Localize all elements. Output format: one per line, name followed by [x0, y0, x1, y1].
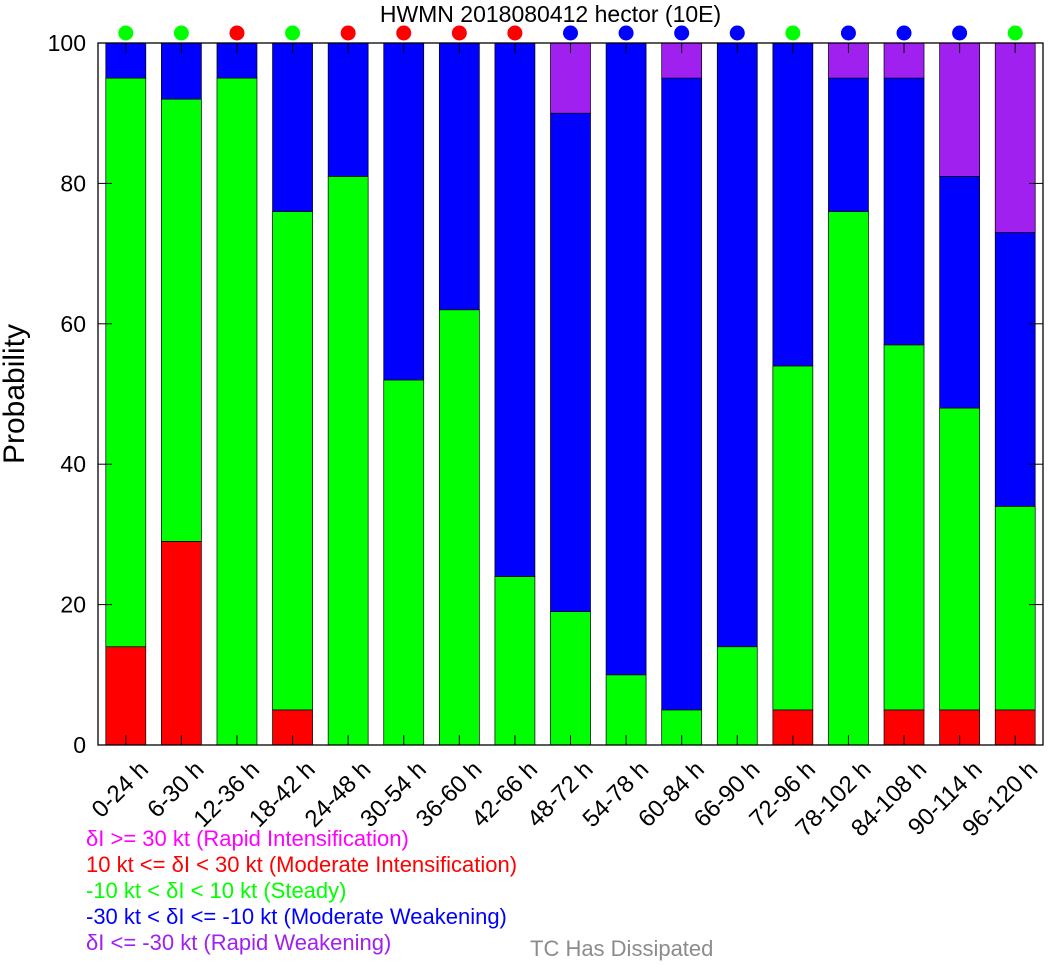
- bar-steady: [105, 77, 147, 648]
- bar-moderate-weakening: [661, 77, 703, 711]
- bar-moderate-weakening: [438, 42, 480, 311]
- top-marker-dot: [563, 25, 578, 41]
- y-tick-label: 100: [48, 30, 86, 56]
- bar-steady: [494, 576, 536, 746]
- bar-steady: [605, 674, 647, 746]
- legend-moderate-weakening: -30 kt < δI <= -10 kt (Moderate Weakenin…: [86, 904, 507, 929]
- y-tick-label: 80: [60, 170, 86, 196]
- bar-moderate-weakening: [828, 77, 869, 212]
- top-marker-dot: [340, 25, 356, 41]
- bar-moderate-weakening: [272, 42, 313, 212]
- bar-moderate-weakening: [939, 176, 980, 409]
- bar-steady: [828, 211, 869, 746]
- legend-dissipated: TC Has Dissipated: [530, 936, 714, 961]
- y-tick-label: 40: [60, 451, 86, 477]
- bar-moderate-weakening: [494, 42, 536, 577]
- bar-moderate-weakening: [772, 42, 814, 367]
- bar-steady: [216, 77, 258, 746]
- top-marker-dot: [118, 25, 134, 41]
- top-marker-dot: [896, 25, 912, 41]
- bar-rapid-weakening: [939, 42, 980, 177]
- top-marker-dot: [285, 25, 301, 41]
- top-marker-dot: [840, 25, 856, 41]
- bar-steady: [327, 176, 369, 746]
- top-marker-dot: [1007, 25, 1023, 41]
- bar-steady: [161, 98, 202, 542]
- bar-moderate-weakening: [716, 42, 758, 648]
- bar-moderate-weakening: [883, 77, 925, 346]
- bar-steady: [550, 611, 591, 746]
- bar-moderate-intensification: [161, 541, 202, 746]
- y-tick-label: 0: [73, 732, 86, 758]
- bar-moderate-weakening: [605, 42, 647, 676]
- chart-title: HWMN 2018080412 hector (10E): [380, 1, 721, 27]
- x-tick-label: 0-24 h: [87, 756, 154, 823]
- legend-moderate-intensification: 10 kt <= δI < 30 kt (Moderate Intensific…: [86, 852, 518, 877]
- bar-steady: [939, 407, 980, 711]
- bar-moderate-intensification: [105, 646, 147, 746]
- plot-frame: [97, 42, 1044, 746]
- y-tick-label: 60: [60, 311, 86, 337]
- top-marker-dot: [173, 25, 189, 41]
- bar-moderate-weakening: [327, 42, 369, 177]
- bar-steady: [438, 309, 480, 746]
- top-marker-dot: [785, 25, 801, 41]
- y-axis-label: Probability: [0, 324, 31, 464]
- top-marker-dot: [729, 25, 745, 41]
- bar-moderate-weakening: [383, 42, 425, 381]
- legend-rapid-intensification: δI >= 30 kt (Rapid Intensification): [86, 826, 409, 851]
- bar-steady: [772, 365, 814, 711]
- top-marker-dot: [618, 25, 634, 41]
- top-marker-dot: [396, 25, 412, 41]
- y-tick-label: 20: [60, 592, 86, 618]
- top-marker-dot: [952, 25, 968, 41]
- top-marker-dot: [229, 25, 245, 41]
- legend-steady: -10 kt < δI < 10 kt (Steady): [86, 878, 347, 903]
- bar-moderate-weakening: [994, 232, 1036, 507]
- bar-steady: [383, 379, 425, 746]
- bar-moderate-weakening: [550, 112, 591, 612]
- top-marker-dot: [451, 25, 467, 41]
- bar-steady: [994, 505, 1036, 711]
- legend-rapid-weakening: δI <= -30 kt (Rapid Weakening): [86, 930, 392, 955]
- legend: δI >= 30 kt (Rapid Intensification) 10 k…: [86, 826, 517, 956]
- bar-rapid-weakening: [550, 42, 591, 114]
- top-marker-dot: [507, 25, 523, 41]
- bar-steady: [272, 211, 313, 711]
- top-marker-dot: [674, 25, 690, 41]
- bar-steady: [883, 344, 925, 711]
- bar-steady: [716, 646, 758, 746]
- bar-rapid-weakening: [994, 42, 1036, 233]
